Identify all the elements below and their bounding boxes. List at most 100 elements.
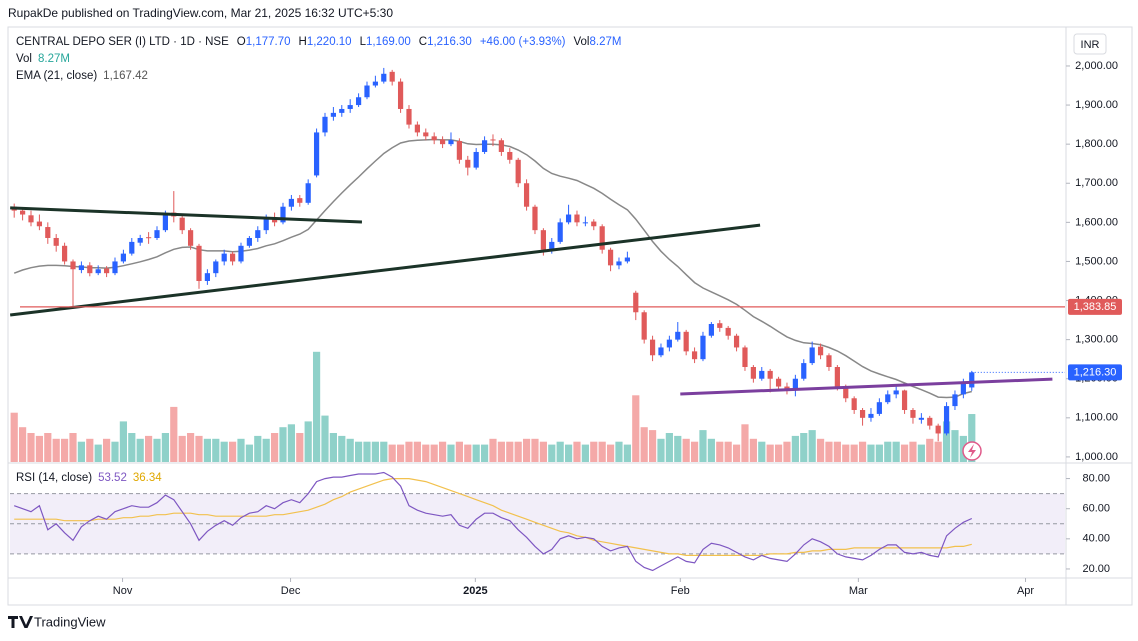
candle-body — [213, 261, 219, 274]
volume-bar — [212, 438, 220, 462]
volume-bar — [430, 444, 438, 462]
candle-body — [145, 237, 152, 239]
candle-body — [809, 347, 815, 364]
candle-body — [599, 226, 605, 250]
y-tick-label: 1,000.00 — [1075, 451, 1118, 463]
volume-bar — [346, 438, 354, 462]
candle-body — [843, 386, 849, 399]
currency-box[interactable] — [1073, 33, 1107, 55]
volume-bar — [808, 430, 816, 462]
volume-bar — [413, 441, 421, 462]
candle-body — [960, 382, 966, 395]
volume-bar — [892, 441, 900, 462]
candle-body — [717, 323, 723, 328]
volume-bar — [464, 444, 472, 462]
candle-body — [431, 136, 437, 141]
candle-body — [204, 273, 210, 281]
candle-body — [759, 370, 765, 379]
volume-bar — [480, 444, 489, 462]
candle-body — [641, 312, 647, 340]
volume-bar — [438, 441, 447, 462]
candle-body — [154, 230, 160, 238]
rsi-value: 53.52 — [98, 472, 127, 484]
volume-bar — [119, 421, 127, 462]
trendline — [10, 206, 363, 224]
volume-bar — [52, 438, 60, 462]
chart-frame — [7, 26, 1133, 606]
volume-bar — [447, 444, 455, 462]
candle-body — [700, 335, 706, 360]
candle-body — [633, 292, 639, 313]
brand: TradingView — [34, 614, 106, 629]
volume-bar — [111, 441, 119, 462]
candle-body — [490, 139, 496, 141]
candle-body — [330, 112, 336, 117]
candle-body — [658, 347, 664, 356]
volume-bar — [128, 433, 136, 462]
y-tick-label: 1,800.00 — [1075, 138, 1118, 150]
volume-bar — [951, 430, 959, 462]
volume-bar — [774, 444, 783, 462]
volume-bar — [203, 438, 211, 462]
rsi-name: RSI (14, close) — [16, 472, 92, 484]
ohlc-letter: H — [299, 36, 307, 48]
volume-bar — [279, 427, 287, 462]
rsi-tick-label: 40.00 — [1082, 533, 1110, 545]
candle-body — [129, 241, 135, 254]
volume-bar — [791, 435, 799, 462]
candle-body — [574, 214, 580, 223]
volume-bar — [195, 435, 203, 462]
volume-bar — [800, 433, 808, 462]
candle-body — [868, 413, 874, 418]
volume-bar — [858, 441, 867, 462]
candle-body — [187, 230, 194, 246]
volume-bar — [632, 395, 640, 462]
volume-bar — [228, 441, 237, 462]
x-tick-label: Mar — [849, 585, 868, 597]
volume-bar — [884, 441, 892, 462]
trendline — [9, 223, 761, 317]
candle-body — [683, 331, 689, 352]
volume-bar — [354, 441, 363, 462]
candle-body — [935, 425, 941, 434]
last-price-box — [1068, 364, 1122, 381]
ohlc-letter: O — [237, 36, 246, 48]
candle-body — [120, 253, 126, 262]
legend-main: CENTRAL DEPO SER (I) LTD · 1D · NSE O1,17… — [16, 36, 621, 48]
currency: INR — [1081, 39, 1100, 51]
rsi-tick-label: 80.00 — [1082, 472, 1110, 484]
volume-bar — [825, 441, 833, 462]
volume-bar — [581, 444, 589, 462]
candle-body — [339, 108, 345, 113]
candle-body — [767, 370, 773, 379]
candle-body — [523, 183, 530, 207]
candle-body — [297, 198, 303, 203]
candle-body — [901, 390, 908, 411]
candle-body — [826, 355, 832, 367]
x-tick-label: Dec — [281, 585, 301, 597]
volume-bar — [590, 441, 598, 462]
candle-body — [406, 108, 412, 125]
rsi-tick-label: 60.00 — [1082, 503, 1110, 515]
volume-bar — [270, 433, 279, 462]
volume-bar — [573, 441, 581, 462]
candle-body — [817, 346, 824, 356]
volume-bar — [749, 438, 757, 462]
candle-body — [221, 253, 227, 262]
plot: 1,000.001,100.001,200.001,300.001,400.00… — [9, 60, 1118, 597]
candle-body — [859, 410, 866, 418]
volume-bar — [598, 441, 606, 462]
candle-body — [423, 132, 429, 137]
change: +46.00 (+3.93%) — [480, 36, 566, 48]
y-tick-label: 1,600.00 — [1075, 216, 1118, 228]
volume-bar — [766, 444, 774, 462]
candle-body — [229, 253, 236, 262]
candle-body — [28, 215, 34, 223]
volume-bar — [338, 435, 346, 462]
volume-bar — [548, 444, 556, 462]
volume-bar — [833, 441, 841, 462]
volume-bar — [304, 421, 312, 462]
volume-bar — [707, 438, 715, 462]
candle-body — [918, 417, 924, 420]
volume-bar — [682, 438, 690, 462]
